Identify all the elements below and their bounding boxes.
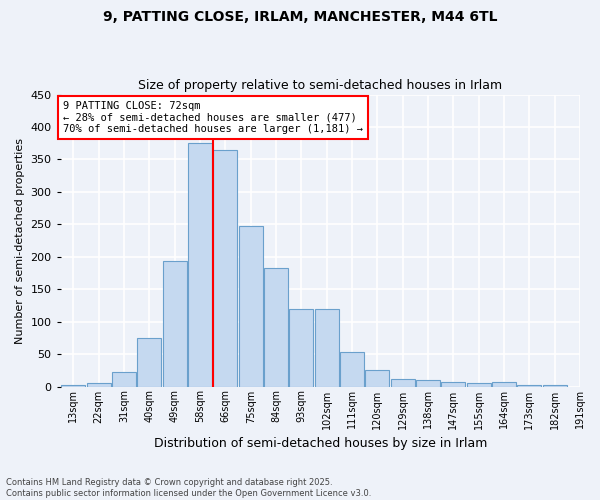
Bar: [340, 352, 364, 386]
Bar: [163, 262, 187, 386]
X-axis label: Distribution of semi-detached houses by size in Irlam: Distribution of semi-detached houses by …: [154, 437, 487, 450]
Bar: [61, 385, 85, 386]
Bar: [289, 308, 313, 386]
Bar: [188, 143, 212, 386]
Bar: [492, 382, 516, 386]
Title: Size of property relative to semi-detached houses in Irlam: Size of property relative to semi-detach…: [138, 79, 502, 92]
Bar: [86, 384, 111, 386]
Bar: [517, 385, 541, 386]
Bar: [391, 378, 415, 386]
Bar: [467, 384, 491, 386]
Bar: [112, 372, 136, 386]
Bar: [542, 385, 567, 386]
Text: 9, PATTING CLOSE, IRLAM, MANCHESTER, M44 6TL: 9, PATTING CLOSE, IRLAM, MANCHESTER, M44…: [103, 10, 497, 24]
Bar: [314, 308, 339, 386]
Bar: [239, 226, 263, 386]
Bar: [137, 338, 161, 386]
Bar: [416, 380, 440, 386]
Bar: [365, 370, 389, 386]
Bar: [442, 382, 466, 386]
Text: Contains HM Land Registry data © Crown copyright and database right 2025.
Contai: Contains HM Land Registry data © Crown c…: [6, 478, 371, 498]
Text: 9 PATTING CLOSE: 72sqm
← 28% of semi-detached houses are smaller (477)
70% of se: 9 PATTING CLOSE: 72sqm ← 28% of semi-det…: [63, 101, 363, 134]
Y-axis label: Number of semi-detached properties: Number of semi-detached properties: [15, 138, 25, 344]
Bar: [214, 150, 238, 386]
Bar: [264, 268, 288, 386]
